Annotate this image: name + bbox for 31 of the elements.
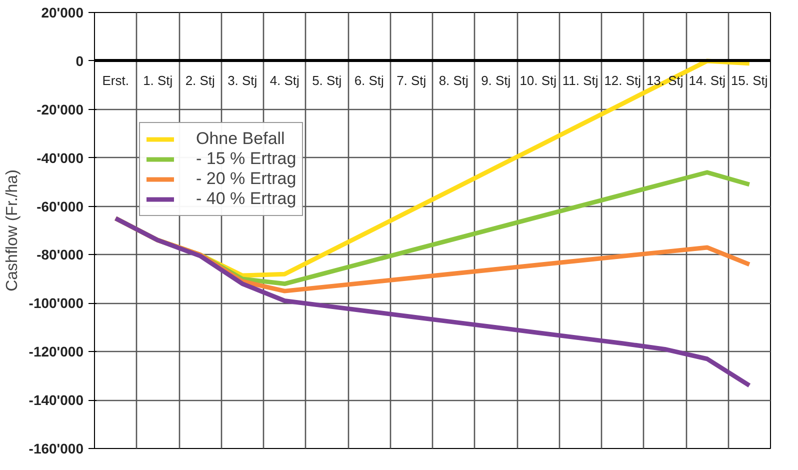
x-tick-label: 4. Stj (270, 72, 300, 88)
x-tick-label: 7. Stj (396, 72, 426, 88)
x-tick-label: 9. Stj (481, 72, 511, 88)
x-tick-label: 5. Stj (312, 72, 342, 88)
y-tick-label: 20'000 (41, 4, 84, 20)
x-tick-label: Erst. (102, 72, 129, 88)
legend-label: - 20 % Ertrag (196, 169, 296, 189)
y-tick-label: -80'000 (36, 246, 84, 263)
y-tick-label: -160'000 (28, 440, 84, 456)
y-tick-label: -60'000 (36, 198, 84, 214)
x-tick-label: 3. Stj (228, 72, 258, 88)
legend-label: Ohne Befall (196, 129, 285, 149)
x-tick-label: 6. Stj (354, 72, 384, 88)
x-tick-label: 10. Stj (520, 72, 557, 88)
x-tick-label: 15. Stj (730, 72, 768, 88)
y-tick-label: -140'000 (28, 392, 84, 408)
line-series (113, 216, 752, 388)
x-tick-label: 14. Stj (688, 72, 726, 88)
y-tick-label: -40'000 (36, 150, 84, 166)
y-tick-label: -20'000 (36, 101, 84, 118)
legend-label: - 15 % Ertrag (196, 149, 296, 169)
x-tick-label: 11. Stj (562, 72, 598, 88)
x-tick-label: 12. Stj (604, 72, 642, 88)
y-tick-label: 0 (76, 52, 84, 69)
y-tick-label: -120'000 (28, 344, 84, 360)
x-tick-label: 8. Stj (438, 72, 469, 88)
x-tick-label: 1. Stj (143, 72, 173, 88)
x-tick-label: 2. Stj (185, 72, 216, 88)
legend-label: - 40 % Ertrag (196, 189, 296, 209)
y-axis-title: Cashflow (Fr./ha) (4, 170, 21, 292)
y-tick-label: -100'000 (28, 295, 84, 312)
